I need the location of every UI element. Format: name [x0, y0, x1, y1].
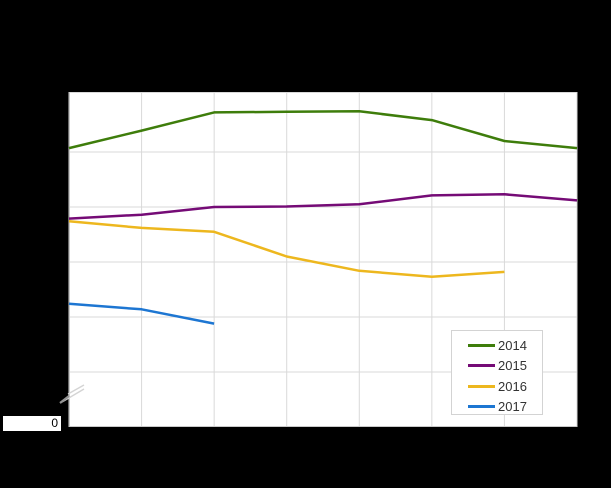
legend-line-swatch-2017: [468, 405, 495, 409]
plot-area: [59, 92, 578, 427]
legend-item-label: 2016: [498, 378, 527, 394]
series-line-2014: [68, 110, 578, 150]
legend-item-label: 2014: [498, 337, 527, 353]
series-line-2015: [68, 193, 578, 220]
legend-item-2017[interactable]: 2017: [452, 397, 542, 418]
legend-item-label: 2017: [498, 399, 527, 415]
plot-svg: [59, 92, 578, 427]
legend-item-2015[interactable]: 2015: [452, 356, 542, 377]
legend-line-swatch-2016: [468, 384, 495, 388]
legend-line-swatch-2014: [468, 343, 495, 347]
legend: 2014 2015 2016 2017: [451, 330, 543, 415]
series-line-2016: [68, 220, 505, 279]
y-axis-zero-label: 0: [51, 416, 58, 430]
legend-line-swatch-2015: [468, 364, 495, 368]
legend-item-2016[interactable]: 2016: [452, 376, 542, 397]
legend-item-label: 2015: [498, 358, 527, 374]
y-axis-zero-label-box: 0: [3, 416, 61, 431]
series-line-2017: [68, 302, 215, 325]
legend-item-2014[interactable]: 2014: [452, 335, 542, 356]
